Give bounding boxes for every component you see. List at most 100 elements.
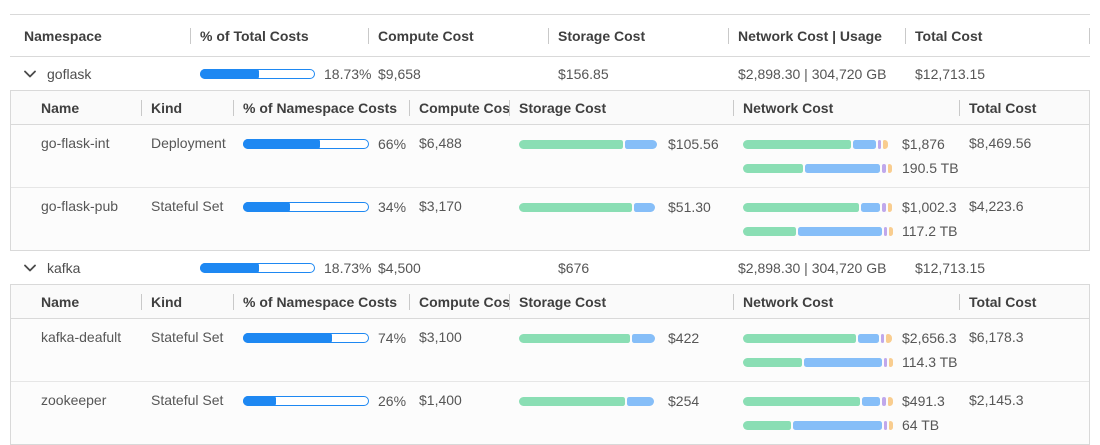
col-header-compute: Compute Cost <box>409 100 509 116</box>
col-header-storage: Storage Cost <box>509 294 733 310</box>
chevron-down-icon[interactable] <box>24 70 36 78</box>
workload-table: Name Kind % of Namespace Costs Compute C… <box>10 90 1090 251</box>
pct-total-costs-label: 18.73% <box>324 259 372 276</box>
col-header-total: Total Cost <box>959 294 1089 310</box>
workload-network-cell: $2,656.3 114.3 TB <box>733 329 959 371</box>
network-usage-label: 117.2 TB <box>902 223 958 239</box>
workload-name: zookeeper <box>41 392 107 408</box>
network-cost-label: $491.3 <box>902 393 945 409</box>
pct-total-costs-bar <box>200 68 315 79</box>
workload-pct-cell: 66% <box>233 135 409 177</box>
storage-cost-label: $254 <box>668 393 700 409</box>
namespace-storage-cost: $676 <box>558 259 590 276</box>
workload-pct-cell: 74% <box>233 329 409 371</box>
storage-cost-bar <box>519 333 659 343</box>
col-header-storage: Storage Cost <box>509 100 733 116</box>
workload-compute-cost: $3,100 <box>419 329 462 345</box>
namespace-section: goflask 18.73% $9,658 $156.85 $2,898.30 … <box>10 57 1090 251</box>
namespace-total-cost: $12,713.15 <box>915 65 986 82</box>
workload-rows: kafka-deafult Stateful Set 74% $3,100 $4… <box>11 319 1089 444</box>
namespace-row[interactable]: goflask 18.73% $9,658 $156.85 $2,898.30 … <box>10 57 1090 90</box>
network-usage-bar <box>743 163 893 173</box>
workload-name: go-flask-int <box>41 135 110 151</box>
workload-table-header: Name Kind % of Namespace Costs Compute C… <box>11 91 1089 125</box>
workload-compute-cost: $1,400 <box>419 392 462 408</box>
workload-total-cost: $6,178.3 <box>969 329 1024 345</box>
namespace-name: kafka <box>47 259 81 276</box>
namespace-name-cell: goflask <box>10 66 190 82</box>
cost-allocation-table: Namespace % of Total Costs Compute Cost … <box>10 14 1090 445</box>
storage-cost-label: $105.56 <box>668 136 719 152</box>
workload-pct-cell: 26% <box>233 392 409 434</box>
network-cost-label: $2,656.3 <box>902 330 957 346</box>
network-cost-bar <box>743 396 893 406</box>
namespace-storage-cost: $156.85 <box>558 65 609 82</box>
storage-cost-bar <box>519 139 659 149</box>
namespace-sections: goflask 18.73% $9,658 $156.85 $2,898.30 … <box>10 57 1090 445</box>
pct-namespace-costs-bar <box>243 396 369 406</box>
pct-total-costs-label: 18.73% <box>324 65 372 82</box>
workload-compute-cost: $6,488 <box>419 135 462 151</box>
namespace-table-header: Namespace % of Total Costs Compute Cost … <box>10 14 1090 57</box>
workload-name: go-flask-pub <box>41 198 119 214</box>
namespace-pct-cell: 18.73% <box>190 259 372 277</box>
workload-storage-cell: $254 <box>509 392 733 434</box>
workload-compute-cost: $3,170 <box>419 198 462 214</box>
namespace-name-cell: kafka <box>10 260 190 276</box>
workload-storage-cell: $105.56 <box>509 135 733 177</box>
col-header-network: Network Cost <box>733 100 959 116</box>
col-header-network: Network Cost | Usage <box>728 28 905 44</box>
col-header-compute: Compute Cost <box>409 294 509 310</box>
col-header-pct-namespace: % of Namespace Costs <box>233 100 409 116</box>
namespace-compute-cost: $4,500 <box>378 259 421 276</box>
network-cost-label: $1,876 <box>902 136 945 152</box>
namespace-pct-cell: 18.73% <box>190 65 372 83</box>
workload-network-cell: $1,002.3 117.2 TB <box>733 198 959 240</box>
workload-total-cost: $4,223.6 <box>969 198 1024 214</box>
col-header-name: Name <box>41 293 80 310</box>
network-usage-bar <box>743 420 893 430</box>
col-header-compute: Compute Cost <box>368 28 548 44</box>
network-usage-label: 190.5 TB <box>902 160 959 176</box>
pct-namespace-costs-bar <box>243 333 369 343</box>
network-cost-bar <box>743 333 893 343</box>
pct-namespace-costs-label: 74% <box>378 330 407 346</box>
col-header-kind: Kind <box>141 100 233 116</box>
col-header-namespace: Namespace <box>24 27 102 44</box>
workload-name: kafka-deafult <box>41 329 122 345</box>
workload-kind: Deployment <box>151 135 226 151</box>
workload-network-cell: $1,876 190.5 TB <box>733 135 959 177</box>
workload-kind: Stateful Set <box>151 392 224 408</box>
workload-pct-cell: 34% <box>233 198 409 240</box>
namespace-row[interactable]: kafka 18.73% $4,500 $676 $2,898.30 | 304… <box>10 251 1090 284</box>
chevron-down-icon[interactable] <box>24 264 36 272</box>
col-header-total: Total Cost <box>959 100 1089 116</box>
col-header-total: Total Cost <box>905 28 1090 44</box>
workload-storage-cell: $422 <box>509 329 733 371</box>
workload-total-cost: $8,469.56 <box>969 135 1032 151</box>
network-usage-bar <box>743 226 893 236</box>
workload-total-cost: $2,145.3 <box>969 392 1024 408</box>
workload-row: go-flask-int Deployment 66% $6,488 $105.… <box>11 125 1089 187</box>
workload-row: go-flask-pub Stateful Set 34% $3,170 $51… <box>11 187 1089 250</box>
namespace-section: kafka 18.73% $4,500 $676 $2,898.30 | 304… <box>10 251 1090 445</box>
col-header-pct-namespace: % of Namespace Costs <box>233 294 409 310</box>
network-cost-bar <box>743 139 893 149</box>
network-cost-bar <box>743 202 893 212</box>
pct-namespace-costs-bar <box>243 202 369 212</box>
workload-kind: Stateful Set <box>151 198 224 214</box>
network-usage-label: 64 TB <box>902 417 940 433</box>
pct-namespace-costs-bar <box>243 139 369 149</box>
workload-storage-cell: $51.30 <box>509 198 733 240</box>
namespace-name: goflask <box>47 65 92 82</box>
col-header-network: Network Cost <box>733 294 959 310</box>
network-usage-label: 114.3 TB <box>902 354 958 370</box>
pct-namespace-costs-label: 26% <box>378 393 407 409</box>
col-header-pct-total: % of Total Costs <box>190 28 368 44</box>
workload-network-cell: $491.3 64 TB <box>733 392 959 434</box>
col-header-kind: Kind <box>141 294 233 310</box>
pct-namespace-costs-label: 34% <box>378 199 407 215</box>
col-header-name: Name <box>41 99 80 116</box>
workload-table: Name Kind % of Namespace Costs Compute C… <box>10 284 1090 445</box>
workload-row: zookeeper Stateful Set 26% $1,400 $254 $… <box>11 381 1089 444</box>
